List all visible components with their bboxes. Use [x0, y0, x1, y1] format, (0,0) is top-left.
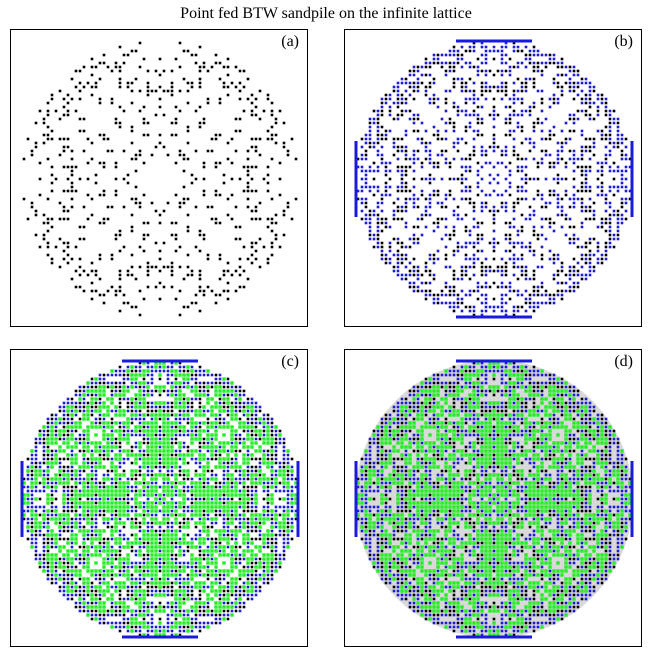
panel-label-c: (c): [281, 353, 299, 370]
panel-label-a: (a): [281, 33, 299, 50]
sandpile-pattern-b: [354, 39, 634, 319]
sandpile-pattern-d: [354, 359, 634, 639]
figure-title: Point fed BTW sandpile on the infinite l…: [180, 5, 472, 22]
panel-b: (b): [344, 29, 642, 327]
panel-c: (c): [10, 349, 308, 647]
sandpile-pattern-c: [20, 359, 300, 639]
sandpile-pattern-a: [22, 41, 298, 317]
panel-d: (d): [344, 349, 642, 647]
panel-a: (a): [10, 29, 308, 327]
panel-label-d: (d): [614, 353, 633, 370]
panel-label-b: (b): [614, 33, 633, 50]
